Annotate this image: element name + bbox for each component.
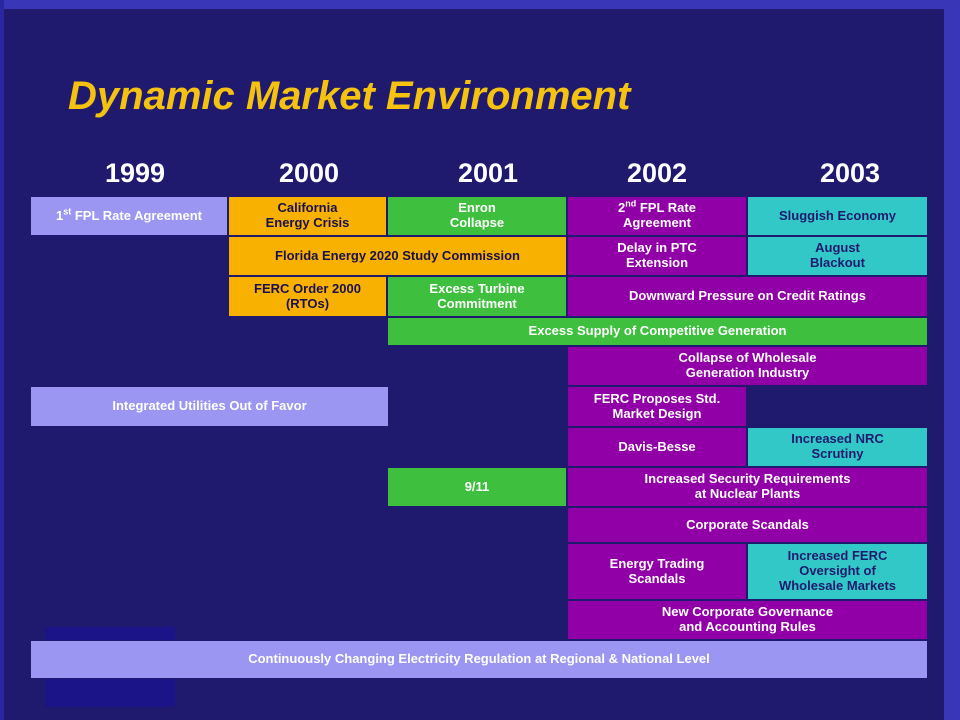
event-label: Increased NRC Scrutiny <box>791 431 884 461</box>
year-1999: 1999 <box>104 158 166 188</box>
left-border <box>0 0 4 720</box>
event-label: Downward Pressure on Credit Ratings <box>629 288 866 304</box>
event-label-prefix: 1 <box>55 207 64 223</box>
event-label: FERC Proposes Std. Market Design <box>593 390 721 421</box>
event-first-fpl-rate-agreement: 1st FPL Rate Agreement <box>30 196 228 236</box>
event-collapse-wholesale-generation: Collapse of Wholesale Generation Industr… <box>567 346 928 386</box>
event-label-rest: FPL Rate Agreement <box>623 200 696 230</box>
event-label: Enron Collapse <box>449 200 505 230</box>
event-continuously-changing-regulation: Continuously Changing Electricity Regula… <box>30 640 928 679</box>
event-label: Corporate Scandals <box>686 516 809 532</box>
event-california-energy-crisis: California Energy Crisis <box>228 196 387 236</box>
event-increased-security-requirements: Increased Security Requirements at Nucle… <box>567 467 928 507</box>
event-label: August Blackout <box>810 240 865 270</box>
right-border <box>944 0 960 720</box>
event-label: Energy Trading Scandals <box>609 555 705 586</box>
event-label: 9/11 <box>464 478 490 494</box>
event-label-rest: FPL Rate Agreement <box>71 207 202 223</box>
year-2000: 2000 <box>278 158 340 188</box>
ordinal-suffix: st <box>63 206 72 217</box>
event-increased-nrc-scrutiny: Increased NRC Scrutiny <box>747 427 928 467</box>
event-label: Delay in PTC Extension <box>617 240 697 270</box>
top-border <box>0 0 960 9</box>
year-2002: 2002 <box>626 158 688 188</box>
event-label: Excess Supply of Competitive Generation <box>528 323 787 339</box>
event-label: Florida Energy 2020 Study Commission <box>275 247 520 263</box>
event-ferc-standard-market-design: FERC Proposes Std. Market Design <box>567 386 747 427</box>
event-delay-ptc-extension: Delay in PTC Extension <box>567 236 747 276</box>
event-9-11: 9/11 <box>387 467 567 507</box>
event-florida-energy-2020: Florida Energy 2020 Study Commission <box>228 236 567 276</box>
event-label: Integrated Utilities Out of Favor <box>112 398 307 414</box>
event-label: Sluggish Economy <box>778 207 896 223</box>
event-ferc-order-2000: FERC Order 2000 (RTOs) <box>228 276 387 317</box>
event-label: Increased FERC Oversight of Wholesale Ma… <box>778 548 897 593</box>
event-august-blackout: August Blackout <box>747 236 928 276</box>
event-excess-supply-generation: Excess Supply of Competitive Generation <box>387 317 928 346</box>
event-label: California Energy Crisis <box>265 200 350 230</box>
event-label: Collapse of Wholesale Generation Industr… <box>678 350 817 380</box>
event-downward-pressure-credit: Downward Pressure on Credit Ratings <box>567 276 928 317</box>
event-label: Excess Turbine Commitment <box>429 280 525 311</box>
event-label: Davis-Besse <box>618 438 696 454</box>
event-increased-ferc-oversight: Increased FERC Oversight of Wholesale Ma… <box>747 543 928 600</box>
event-davis-besse: Davis-Besse <box>567 427 747 467</box>
event-integrated-utilities-out-of-favor: Integrated Utilities Out of Favor <box>30 386 389 427</box>
year-2001: 2001 <box>457 158 519 188</box>
slide-title: Dynamic Market Environment <box>68 74 631 118</box>
event-label: FERC Order 2000 (RTOs) <box>254 280 361 311</box>
event-enron-collapse: Enron Collapse <box>387 196 567 236</box>
event-new-corporate-governance: New Corporate Governance and Accounting … <box>567 600 928 640</box>
ordinal-suffix: nd <box>625 198 637 209</box>
event-energy-trading-scandals: Energy Trading Scandals <box>567 543 747 600</box>
event-excess-turbine-commitment: Excess Turbine Commitment <box>387 276 567 317</box>
event-corporate-scandals: Corporate Scandals <box>567 507 928 543</box>
event-second-fpl-rate-agreement: 2nd FPL Rate Agreement <box>567 196 747 236</box>
event-label: New Corporate Governance and Accounting … <box>661 604 834 634</box>
event-label: Continuously Changing Electricity Regula… <box>248 651 710 667</box>
event-label: Increased Security Requirements at Nucle… <box>644 471 851 501</box>
event-sluggish-economy: Sluggish Economy <box>747 196 928 236</box>
year-2003: 2003 <box>819 158 881 188</box>
event-label-prefix: 2 <box>618 200 626 216</box>
